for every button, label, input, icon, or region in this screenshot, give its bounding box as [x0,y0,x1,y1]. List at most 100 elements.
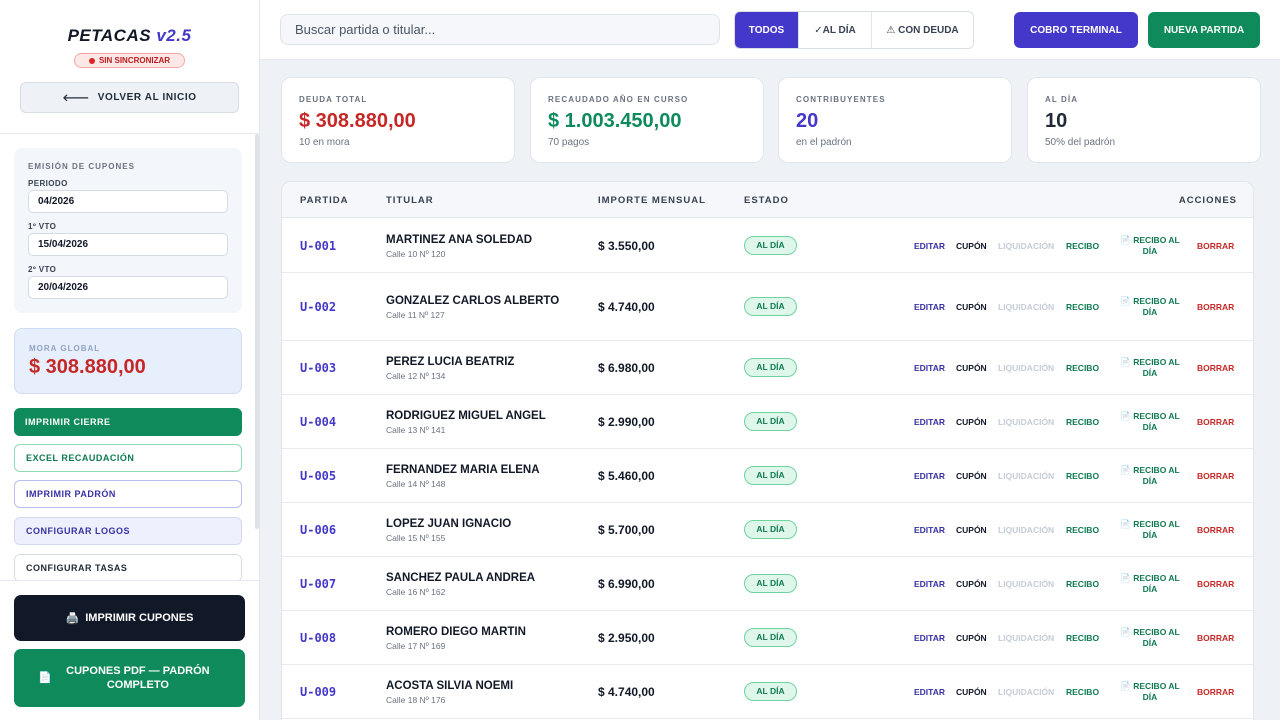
liquidation-link[interactable]: LIQUIDACIÓN [998,632,1055,643]
partida-link[interactable]: U-006 [300,522,337,537]
receipt-up-to-date-link[interactable]: 📄 RECIBO AL DÍA [1118,611,1182,664]
titular-name: RODRIGUEZ MIGUEL ANGEL [386,409,546,422]
periodo-input[interactable]: 04/2026 [28,190,228,213]
print-coupons-button[interactable]: 🖨️ IMPRIMIR CUPONES [14,595,245,641]
document-icon: 📄 [1120,410,1134,421]
edit-link[interactable]: EDITAR [914,301,946,312]
coupon-link[interactable]: CUPÓN [956,578,987,589]
delete-link[interactable]: BORRAR [1197,578,1235,589]
coupons-pdf-button[interactable]: 📄 CUPONES PDF — PADRÓN COMPLETO [14,649,245,707]
liquidation-link[interactable]: LIQUIDACIÓN [998,240,1055,251]
liquidation-link[interactable]: LIQUIDACIÓN [998,470,1055,481]
coupon-link[interactable]: CUPÓN [956,240,987,251]
excel-collection-button[interactable]: EXCEL RECAUDACIÓN [14,444,242,472]
delete-link[interactable]: BORRAR [1197,470,1235,481]
delete-link[interactable]: BORRAR [1197,362,1235,373]
liquidation-link[interactable]: LIQUIDACIÓN [998,416,1055,427]
edit-link[interactable]: EDITAR [914,416,946,427]
receipt-up-to-date-link[interactable]: 📄 RECIBO AL DÍA [1118,503,1182,556]
receipt-up-to-date-link[interactable]: 📄 RECIBO AL DÍA [1118,665,1182,718]
receipt-link[interactable]: RECIBO [1066,470,1100,481]
receipt-up-to-date-link[interactable]: 📄 RECIBO AL DÍA [1118,219,1182,272]
filter-todos[interactable]: TODOS [735,12,799,48]
sidebar-scrollbar[interactable] [255,134,259,529]
partida-link[interactable]: U-002 [300,299,337,314]
partida-link[interactable]: U-003 [300,360,337,375]
coupon-link[interactable]: CUPÓN [956,301,987,312]
document-icon: 📄 [1120,626,1134,637]
monthly-amount: $ 2.990,00 [598,414,655,429]
coupon-link[interactable]: CUPÓN [956,416,987,427]
receipt-up-to-date-link[interactable]: 📄 RECIBO AL DÍA [1118,557,1182,610]
liquidation-link[interactable]: LIQUIDACIÓN [998,686,1055,697]
edit-link[interactable]: EDITAR [914,470,946,481]
print-closing-button[interactable]: IMPRIMIR CIERRE [14,408,242,436]
document-icon: 📄 [1120,464,1134,475]
new-parcel-button[interactable]: NUEVA PARTIDA [1148,12,1260,48]
receipt-link[interactable]: RECIBO [1066,240,1100,251]
status-badge: AL DÍA [744,466,797,485]
filter-con-deuda[interactable]: ⚠ CON DEUDA [872,12,973,48]
titular-cell: SANCHEZ PAULA ANDREA Calle 16 Nº 162 [386,557,566,610]
sidebar-scroll-area[interactable]: EMISIÓN DE CUPONES PERIODO 04/2026 1º VT… [0,134,259,580]
receipt-up-to-date-label: RECIBO AL DÍA [1133,295,1180,317]
edit-link[interactable]: EDITAR [914,240,946,251]
coupon-link[interactable]: CUPÓN [956,524,987,535]
edit-link[interactable]: EDITAR [914,578,946,589]
stat-label: AL DÍA [1045,95,1079,104]
terminal-payment-button[interactable]: COBRO TERMINAL [1014,12,1138,48]
partida-link[interactable]: U-004 [300,414,337,429]
configure-rates-button[interactable]: CONFIGURAR TASAS [14,554,242,580]
liquidation-link[interactable]: LIQUIDACIÓN [998,524,1055,535]
receipt-up-to-date-link[interactable]: 📄 RECIBO AL DÍA [1118,341,1182,394]
document-icon: 📄 [1120,518,1134,529]
vto2-input[interactable]: 20/04/2026 [28,276,228,299]
status-badge: AL DÍA [744,574,797,593]
edit-link[interactable]: EDITAR [914,632,946,643]
table-row: U-003 PEREZ LUCIA BEATRIZ Calle 12 Nº 134 $… [282,341,1253,395]
edit-link[interactable]: EDITAR [914,686,946,697]
configure-logos-button[interactable]: CONFIGURAR LOGOS [14,517,242,545]
header-estado: ESTADO [744,195,789,206]
partida-link[interactable]: U-001 [300,238,337,253]
receipt-up-to-date-link[interactable]: 📄 RECIBO AL DÍA [1118,273,1182,340]
back-home-button[interactable]: 🡐 VOLVER AL INICIO [20,82,239,113]
partida-link[interactable]: U-008 [300,630,337,645]
coupon-link[interactable]: CUPÓN [956,470,987,481]
liquidation-link[interactable]: LIQUIDACIÓN [998,578,1055,589]
delete-link[interactable]: BORRAR [1197,301,1235,312]
parcels-table: PARTIDA TITULAR IMPORTE MENSUAL ESTADO A… [281,181,1254,720]
receipt-link[interactable]: RECIBO [1066,578,1100,589]
filter-al-dia[interactable]: ✓ AL DÍA [799,12,872,48]
partida-link[interactable]: U-007 [300,576,337,591]
receipt-link[interactable]: RECIBO [1066,416,1100,427]
liquidation-link[interactable]: LIQUIDACIÓN [998,301,1055,312]
receipt-up-to-date-link[interactable]: 📄 RECIBO AL DÍA [1118,395,1182,448]
edit-link[interactable]: EDITAR [914,524,946,535]
delete-link[interactable]: BORRAR [1197,240,1235,251]
print-roll-button[interactable]: IMPRIMIR PADRÓN [14,480,242,508]
edit-link[interactable]: EDITAR [914,362,946,373]
receipt-link[interactable]: RECIBO [1066,524,1100,535]
coupon-link[interactable]: CUPÓN [956,632,987,643]
liquidation-link[interactable]: LIQUIDACIÓN [998,362,1055,373]
delete-link[interactable]: BORRAR [1197,524,1235,535]
delete-link[interactable]: BORRAR [1197,416,1235,427]
delete-link[interactable]: BORRAR [1197,686,1235,697]
search-input[interactable] [280,14,720,45]
coupon-link[interactable]: CUPÓN [956,686,987,697]
receipt-link[interactable]: RECIBO [1066,686,1100,697]
receipt-link[interactable]: RECIBO [1066,362,1100,373]
status-badge: AL DÍA [744,297,797,316]
receipt-link[interactable]: RECIBO [1066,632,1100,643]
delete-link[interactable]: BORRAR [1197,632,1235,643]
titular-address: Calle 14 Nº 148 [386,478,446,489]
vto1-input[interactable]: 15/04/2026 [28,233,228,256]
coupon-link[interactable]: CUPÓN [956,362,987,373]
partida-link[interactable]: U-005 [300,468,337,483]
partida-link[interactable]: U-009 [300,684,337,699]
receipt-link[interactable]: RECIBO [1066,301,1100,312]
titular-name: ROMERO DIEGO MARTIN [386,625,526,638]
table-row: U-006 LOPEZ JUAN IGNACIO Calle 15 Nº 155 $ … [282,503,1253,557]
receipt-up-to-date-link[interactable]: 📄 RECIBO AL DÍA [1118,449,1182,502]
